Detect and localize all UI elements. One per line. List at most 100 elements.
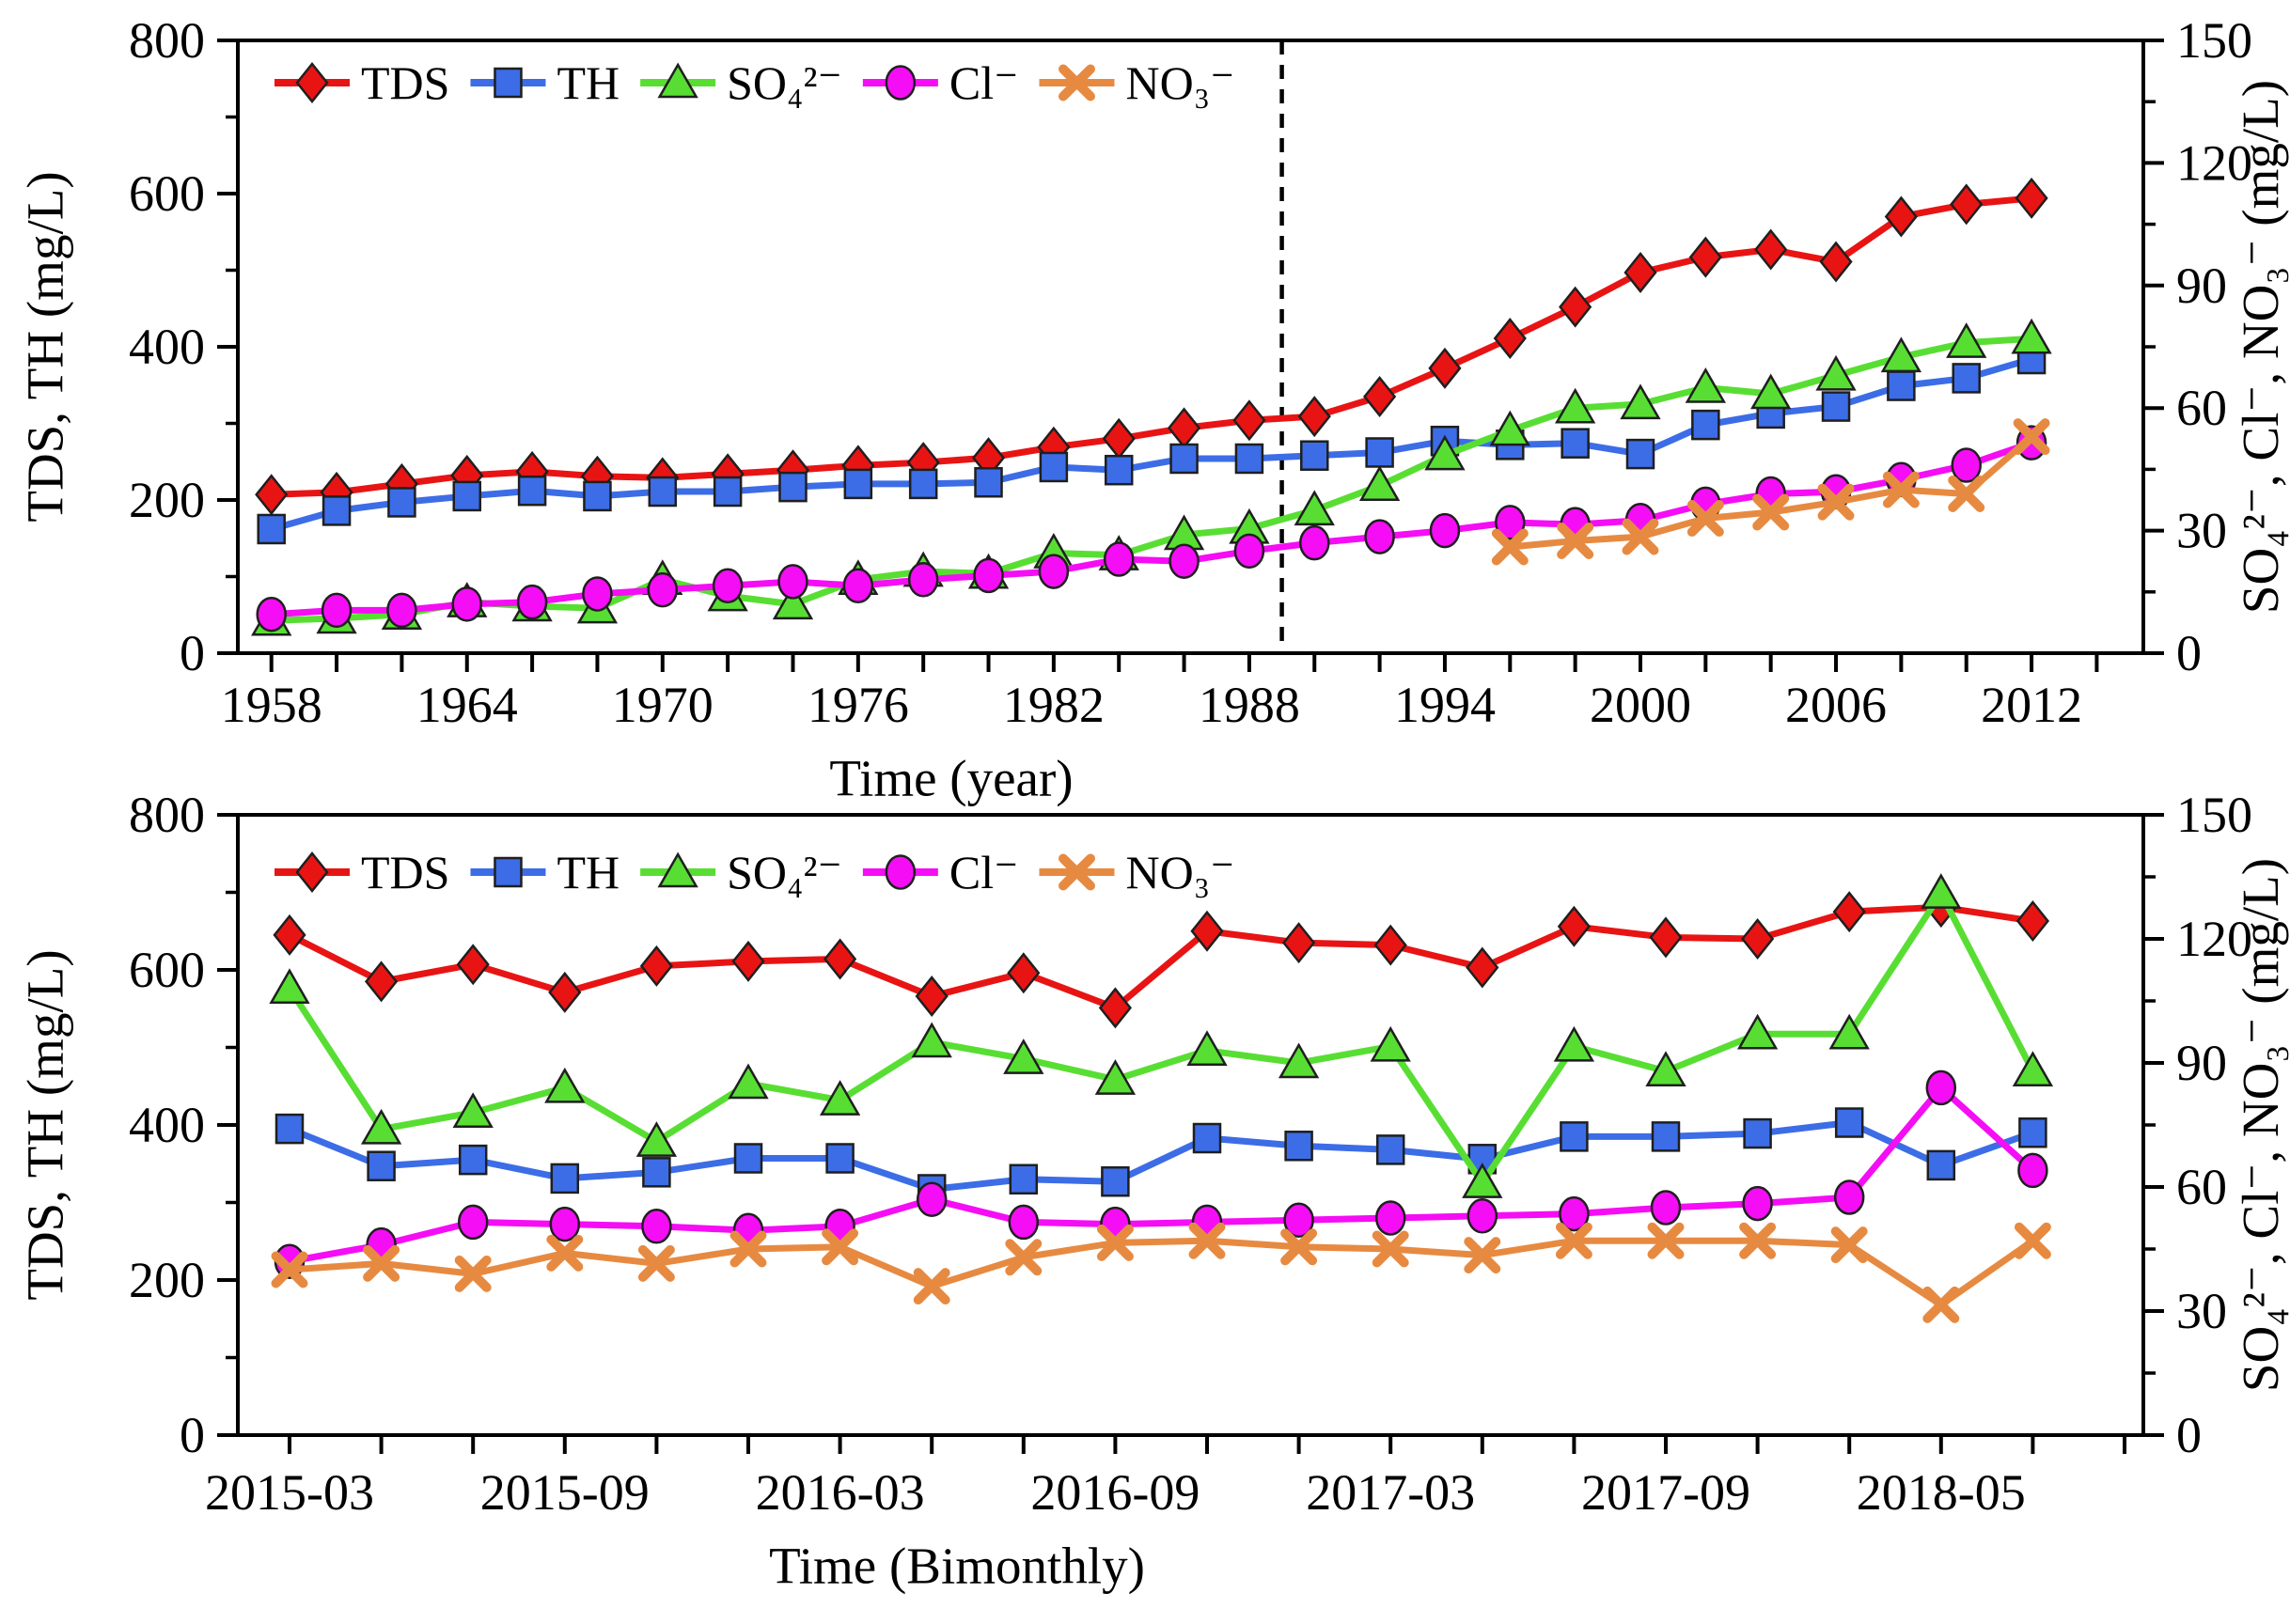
- series-marker: [1948, 475, 1985, 512]
- so-series: [269, 873, 2054, 1198]
- y-left-tick-label: 800: [129, 787, 205, 843]
- series-marker: [1561, 428, 1590, 459]
- series-marker: [1623, 251, 1657, 293]
- y-right-tick-label: 30: [2176, 1283, 2227, 1339]
- legend-label: SO₄²⁻: [727, 56, 842, 109]
- series-marker: [1278, 1042, 1320, 1079]
- cl-series: [256, 425, 2047, 632]
- series-marker: [548, 971, 582, 1013]
- legend-marker: [885, 65, 917, 101]
- series-marker: [1951, 447, 1982, 483]
- series-marker: [1283, 1202, 1314, 1238]
- series-marker: [1557, 522, 1594, 559]
- y-right-tick-label: 60: [2176, 380, 2227, 436]
- y-left-tick-label: 400: [129, 319, 205, 375]
- legend-marker: [494, 67, 523, 99]
- th-series: [257, 343, 2047, 545]
- series-marker: [458, 1144, 488, 1176]
- series-marker: [1038, 554, 1070, 589]
- series-marker: [257, 513, 286, 545]
- legend-marker: [295, 851, 329, 894]
- series-marker: [1736, 1013, 1779, 1050]
- series-marker: [822, 1228, 859, 1266]
- series-marker: [386, 592, 417, 629]
- series-marker: [1005, 1239, 1043, 1276]
- series-marker: [367, 1150, 396, 1181]
- series-marker: [777, 564, 808, 600]
- legend-label: NO₃⁻: [1126, 846, 1235, 898]
- series-marker: [1009, 1163, 1039, 1195]
- y-right-tick-label: 150: [2176, 12, 2252, 69]
- series-marker: [1364, 519, 1395, 554]
- series-marker: [1887, 370, 1916, 401]
- series-marker: [733, 1143, 763, 1174]
- series-line: [271, 195, 2032, 498]
- series-marker: [1007, 952, 1041, 994]
- series-marker: [1365, 437, 1394, 468]
- series-marker: [1362, 375, 1397, 417]
- series-marker: [642, 1157, 671, 1188]
- series-marker: [1467, 1198, 1498, 1234]
- bottom-x-axis-title: Time (Bimonthly): [769, 1537, 1145, 1595]
- series-marker: [1424, 434, 1466, 471]
- series-marker: [322, 495, 352, 526]
- series-marker: [1169, 443, 1199, 475]
- legend-marker: [885, 854, 917, 890]
- series-marker: [908, 468, 938, 500]
- series-marker: [1370, 1025, 1411, 1062]
- legend-label: TH: [557, 846, 620, 898]
- series-marker: [1280, 1228, 1318, 1266]
- series-marker: [1834, 1107, 1864, 1138]
- series-marker: [772, 584, 814, 620]
- series-marker: [2013, 418, 2050, 456]
- y-left-tick-label: 0: [180, 625, 205, 681]
- series-marker: [550, 1163, 580, 1195]
- series-marker: [1828, 1013, 1870, 1050]
- series-marker: [1880, 336, 1922, 373]
- series-marker: [1925, 1070, 1957, 1106]
- x-tick-label: 2017-03: [1306, 1464, 1475, 1521]
- series-marker: [1169, 543, 1200, 579]
- series-marker: [517, 475, 547, 507]
- series-marker: [1167, 407, 1201, 449]
- series-marker: [1190, 910, 1224, 952]
- y-left-tick-label: 200: [129, 1252, 205, 1308]
- series-marker: [1833, 1179, 1865, 1215]
- series-marker: [1466, 946, 1499, 989]
- legend-marker: [494, 856, 523, 888]
- series-line: [288, 1119, 2034, 1193]
- series-marker: [544, 1067, 586, 1103]
- y-left-tick-label: 800: [129, 12, 205, 69]
- series-marker: [2018, 1117, 2047, 1148]
- series-marker: [1830, 1226, 1868, 1264]
- series-marker: [1742, 1185, 1773, 1222]
- series-marker: [1649, 916, 1683, 959]
- series-marker: [915, 976, 949, 1018]
- series-marker: [273, 914, 306, 956]
- series-marker: [1921, 873, 1962, 909]
- series-marker: [2014, 1222, 2051, 1259]
- legend-marker: [657, 851, 698, 888]
- series-marker: [1554, 387, 1596, 424]
- series-marker: [1358, 465, 1401, 502]
- x-tick-label: 2000: [1590, 677, 1691, 733]
- series-marker: [1373, 924, 1407, 966]
- series-marker: [269, 968, 310, 1005]
- legend-label: TDS: [361, 846, 449, 898]
- legend-marker: [1059, 853, 1095, 891]
- series-marker: [549, 1206, 581, 1242]
- series-marker: [364, 960, 399, 1003]
- series-marker: [1102, 417, 1136, 460]
- series-marker: [913, 1268, 950, 1305]
- series-marker: [1743, 1117, 1772, 1149]
- series-marker: [907, 562, 939, 598]
- legend-marker: [295, 61, 329, 104]
- series-marker: [639, 945, 674, 987]
- series-marker: [1685, 367, 1726, 403]
- no-series: [271, 1222, 2051, 1323]
- series-marker: [823, 938, 857, 980]
- y-right-tick-label: 0: [2176, 625, 2202, 681]
- series-marker: [1096, 1224, 1134, 1261]
- x-tick-label: 2015-03: [205, 1464, 374, 1521]
